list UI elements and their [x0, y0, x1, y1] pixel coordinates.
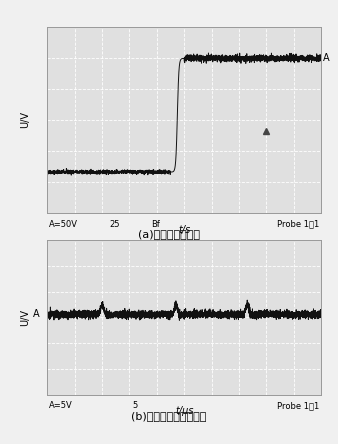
Text: Probe 1：1: Probe 1：1 [277, 401, 319, 410]
Text: Probe 1：1: Probe 1：1 [277, 220, 319, 229]
Text: 25: 25 [110, 220, 120, 229]
Text: t/s: t/s [178, 225, 190, 235]
Text: U/V: U/V [20, 309, 30, 326]
Text: A=5V: A=5V [49, 401, 73, 410]
Text: U/V: U/V [20, 111, 30, 128]
Text: A: A [32, 309, 39, 319]
Text: A=50V: A=50V [49, 220, 78, 229]
Text: A: A [322, 53, 329, 63]
Text: 5: 5 [132, 401, 138, 410]
Text: Bf: Bf [151, 220, 160, 229]
Text: (b)电压波形局部放大图: (b)电压波形局部放大图 [131, 411, 207, 421]
Text: t/μs: t/μs [175, 406, 193, 416]
Text: (a)输出电压响应图: (a)输出电压响应图 [138, 229, 200, 239]
